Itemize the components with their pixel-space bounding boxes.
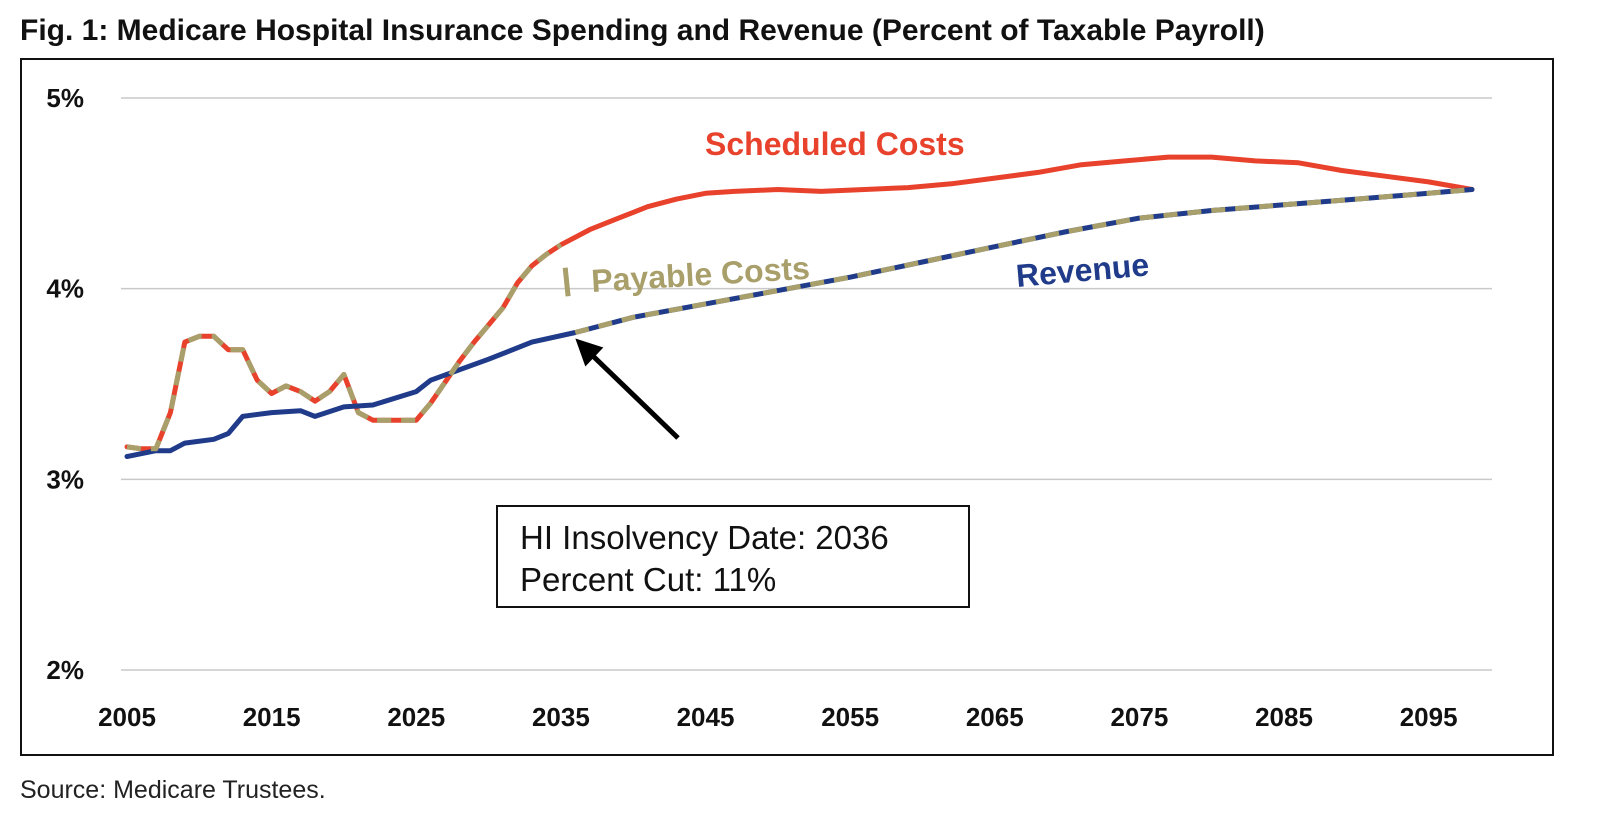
payable-costs-line-post xyxy=(574,187,1473,335)
callout-insolvency-date: HI Insolvency Date: 2036 xyxy=(520,519,889,556)
x-tick-label: 2055 xyxy=(821,702,879,732)
arrow-shaft xyxy=(585,348,680,440)
x-tick-label: 2025 xyxy=(387,702,445,732)
x-tick-label: 2075 xyxy=(1110,702,1168,732)
callout-percent-cut: Percent Cut: 11% xyxy=(520,561,777,598)
x-tick-label: 2035 xyxy=(532,702,590,732)
scheduled-costs-label: Scheduled Costs xyxy=(705,126,965,162)
payable-costs-line-pre xyxy=(126,242,563,452)
y-tick-labels: 2% 3% 4% 5% xyxy=(46,83,84,685)
revenue-label: Revenue xyxy=(1014,246,1150,293)
payable-costs-drop xyxy=(562,267,571,297)
revenue-line xyxy=(124,187,1475,459)
insolvency-arrow xyxy=(575,338,680,440)
series-lines xyxy=(124,154,1475,459)
y-tick-label: 3% xyxy=(46,464,84,494)
x-tick-label: 2095 xyxy=(1400,702,1458,732)
gridlines xyxy=(121,97,1492,671)
y-tick-label: 2% xyxy=(46,655,84,685)
insolvency-callout: HI Insolvency Date: 2036 Percent Cut: 11… xyxy=(496,505,970,608)
scheduled-costs-line xyxy=(124,154,1475,452)
chart-title: Fig. 1: Medicare Hospital Insurance Spen… xyxy=(20,14,1265,47)
x-tick-labels: 2005 2015 2025 2035 2045 2055 2065 2075 2085 2095 xyxy=(98,702,1457,732)
x-tick-label: 2065 xyxy=(966,702,1024,732)
y-tick-label: 5% xyxy=(46,83,84,113)
chart-svg: 2% 3% 4% 5% 2005 2015 2025 2035 2045 2055 2065 207… xyxy=(46,83,1492,732)
x-tick-label: 2045 xyxy=(677,702,735,732)
x-tick-label: 2005 xyxy=(98,702,156,732)
x-tick-label: 2085 xyxy=(1255,702,1313,732)
arrow-head xyxy=(575,338,604,367)
source-note: Source: Medicare Trustees. xyxy=(20,776,326,804)
y-tick-label: 4% xyxy=(46,274,84,304)
plot-frame: 2% 3% 4% 5% 2005 2015 2025 2035 2045 2055 2065 207… xyxy=(20,58,1554,756)
x-tick-label: 2015 xyxy=(243,702,301,732)
